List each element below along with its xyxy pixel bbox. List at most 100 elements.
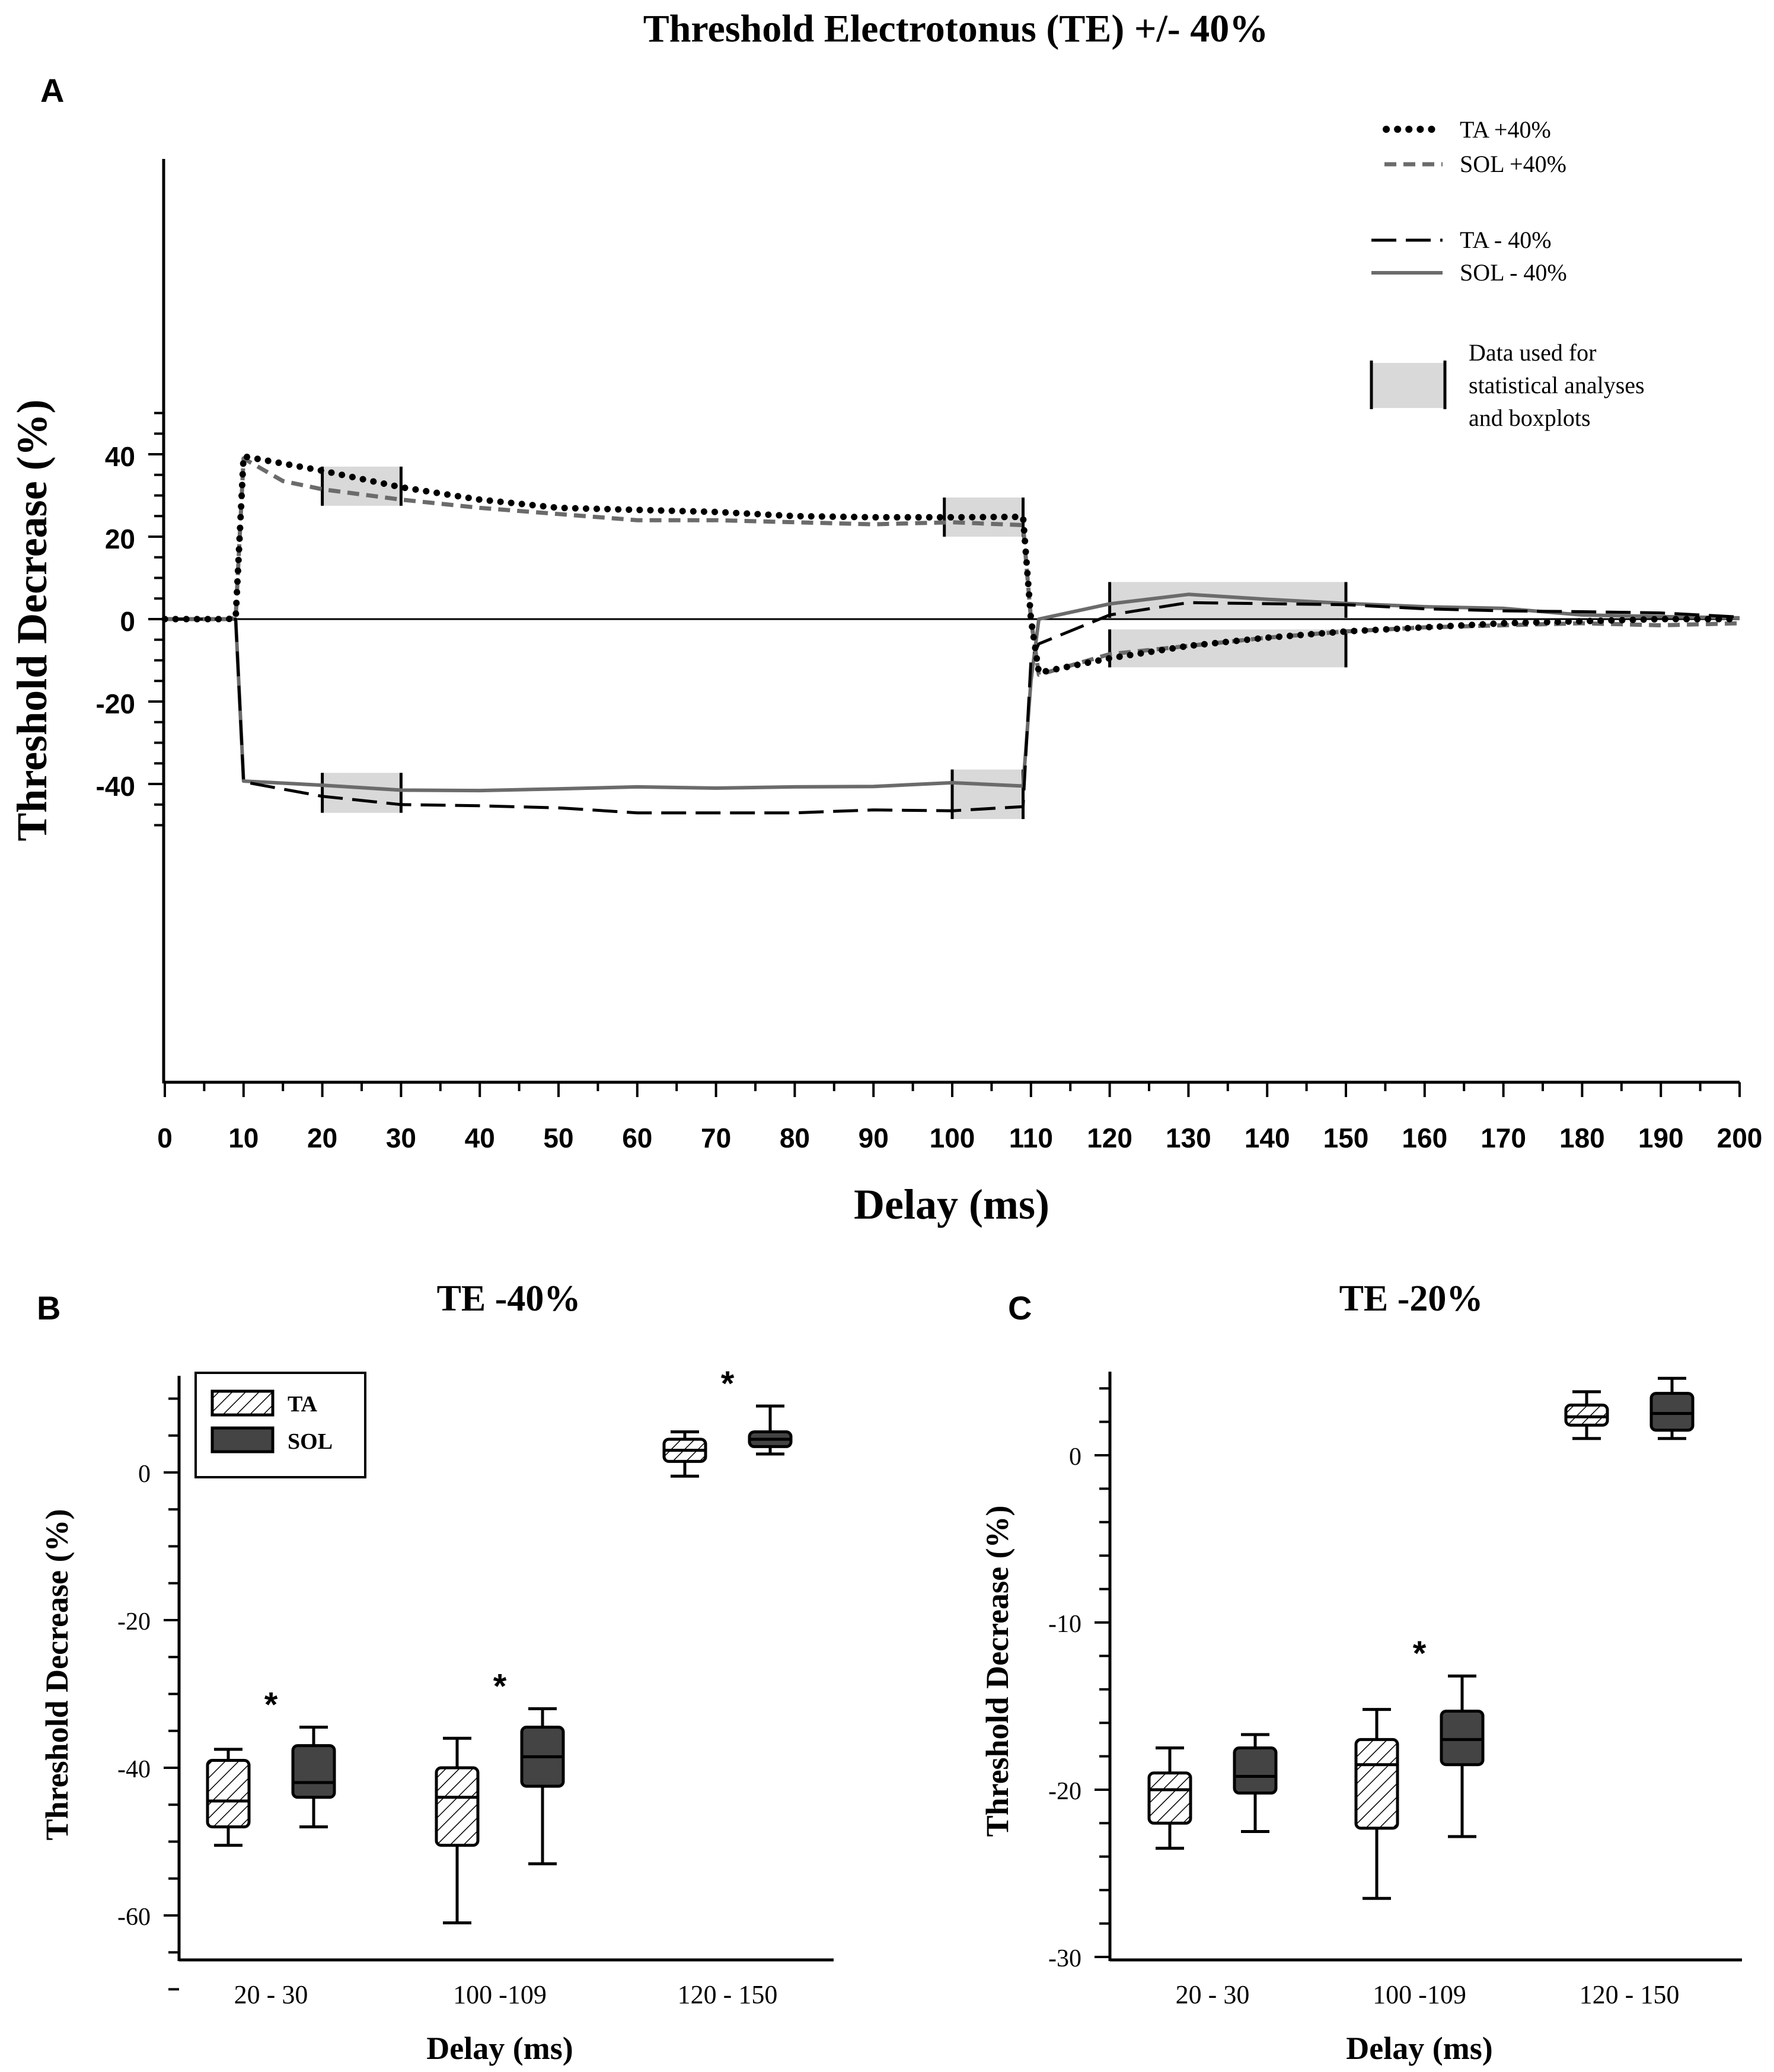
axes xyxy=(1108,1372,1742,1962)
y-tick-label: 0 xyxy=(120,606,135,637)
boxes xyxy=(1147,1376,1695,1900)
category-label-100-109: 100 -109 xyxy=(453,1980,547,2009)
y-tick-label: -20 xyxy=(117,1608,151,1636)
significance-marks: * xyxy=(1413,1634,1427,1673)
y-axis-label: Threshold Decrease (%) xyxy=(979,1506,1015,1837)
boxes xyxy=(206,1404,793,1924)
shade-region-3 xyxy=(322,773,401,813)
legend-label-sol-minus: SOL - 40% xyxy=(1460,259,1567,286)
x-tick-label: 50 xyxy=(543,1123,573,1153)
legend-note-line-1: Data used for xyxy=(1469,339,1596,366)
x-tick-label: 100 xyxy=(930,1123,975,1153)
category-label-20-30: 20 - 30 xyxy=(1176,1980,1250,2009)
series-line-sol-40 xyxy=(165,456,1740,677)
y-ticks: 0 -10 -20 -30 xyxy=(1048,1387,1110,1972)
x-tick-label: 150 xyxy=(1323,1123,1369,1153)
legend-swatch-ta xyxy=(210,1389,275,1417)
y-ticks: 0 -20 -40 -60 xyxy=(117,1397,179,1991)
x-tick-label: 70 xyxy=(701,1123,731,1153)
x-tick-label: 90 xyxy=(859,1123,889,1153)
panel-label-c: C xyxy=(1008,1289,1032,1327)
y-tick-label: -20 xyxy=(1048,1778,1081,1805)
category-label-120-150: 120 - 150 xyxy=(1580,1980,1680,2009)
legend-frame xyxy=(194,1372,366,1478)
y-tick-label: -10 xyxy=(1048,1611,1081,1638)
x-tick-label: 130 xyxy=(1166,1123,1211,1153)
y-ticks: -40 -20 0 20 40 xyxy=(96,412,164,827)
legend-shade-swatch xyxy=(1371,363,1445,408)
y-tick-label: 0 xyxy=(1069,1443,1081,1471)
x-tick-label: 10 xyxy=(228,1123,259,1153)
x-tick-label: 110 xyxy=(1009,1123,1053,1153)
figure-title: Threshold Electrotonus (TE) +/- 40% xyxy=(643,7,1269,50)
x-tick-label: 180 xyxy=(1559,1123,1605,1153)
box-ta-120-150 xyxy=(1564,1403,1609,1427)
category-label-20-30: 20 - 30 xyxy=(234,1980,308,2009)
legend-label-ta-plus: TA +40% xyxy=(1460,116,1551,143)
x-tick-label: 200 xyxy=(1717,1123,1763,1153)
x-tick-label: 20 xyxy=(307,1123,337,1153)
x-ticks: 0 10 20 30 40 50 60 70 80 90 100 110 120 130 140 150 160… xyxy=(157,1082,1762,1153)
panel-b: TE -40% 0 -20 -40 -60 20 - 30 100 -109 120 - … xyxy=(39,1279,834,2066)
legend-label-ta-minus: TA - 40% xyxy=(1460,227,1552,253)
y-tick-label: 40 xyxy=(105,441,135,472)
x-tick-label: 120 xyxy=(1087,1123,1132,1153)
category-label-120-150: 120 - 150 xyxy=(678,1980,778,2009)
x-axis-label: Delay (ms) xyxy=(854,1181,1049,1228)
series-lines xyxy=(161,453,1743,815)
series-line-ta-40 xyxy=(165,601,1740,815)
box-sol-100-109 xyxy=(1440,1709,1485,1767)
box-ta-20-30 xyxy=(1147,1771,1192,1825)
category-label-100-109: 100 -109 xyxy=(1373,1980,1466,2009)
x-tick-label: 80 xyxy=(780,1123,810,1153)
significance-asterisk-100-109: * xyxy=(493,1667,507,1706)
panel-c-title: TE -20% xyxy=(1339,1279,1483,1319)
category-labels: 20 - 30 100 -109 120 - 150 xyxy=(1176,1980,1680,2009)
legend: TA +40% SOL +40% TA - 40% SOL - 40% Data… xyxy=(1370,116,1645,431)
x-tick-label: 190 xyxy=(1638,1123,1684,1153)
x-tick-label: 40 xyxy=(465,1123,495,1153)
significance-asterisk-120-150: * xyxy=(721,1365,735,1403)
box-ta-20-30 xyxy=(206,1759,251,1829)
shaded-regions xyxy=(321,466,1348,820)
series-line-sol-40 xyxy=(165,592,1740,793)
legend-note-line-3: and boxplots xyxy=(1469,404,1591,431)
y-tick-label: -60 xyxy=(117,1904,151,1931)
box-sol-20-30 xyxy=(291,1744,336,1799)
significance-marks: * * * xyxy=(264,1365,735,1724)
y-tick-label: 0 xyxy=(138,1461,151,1488)
legend-label-sol: SOL xyxy=(288,1429,333,1454)
x-tick-label: 160 xyxy=(1402,1123,1447,1153)
x-axis-label: Delay (ms) xyxy=(1346,2030,1492,2066)
category-labels: 20 - 30 100 -109 120 - 150 xyxy=(234,1980,778,2009)
y-tick-label: 20 xyxy=(105,524,135,554)
significance-asterisk-20-30: * xyxy=(264,1686,278,1724)
panel-b-title: TE -40% xyxy=(437,1279,581,1319)
panel-label-b: B xyxy=(37,1289,60,1327)
x-tick-label: 60 xyxy=(622,1123,652,1153)
box-ta-100-109 xyxy=(1354,1738,1399,1830)
box-sol-20-30 xyxy=(1233,1746,1278,1795)
legend: TA SOL xyxy=(194,1372,366,1478)
box-sol-120-150 xyxy=(1649,1392,1695,1432)
y-tick-label: -30 xyxy=(1048,1945,1081,1972)
series-line-ta-40 xyxy=(161,453,1743,676)
x-axis-label: Delay (ms) xyxy=(426,2030,573,2066)
box-ta-100-109 xyxy=(435,1766,480,1847)
panel-c: TE -20% 0 -10 -20 -30 20 - 30 100 -109 120 - … xyxy=(979,1279,1742,2066)
y-tick-label: -20 xyxy=(96,688,135,719)
y-tick-label: -40 xyxy=(96,771,135,802)
x-tick-label: 30 xyxy=(386,1123,416,1153)
y-tick-label: -40 xyxy=(117,1756,151,1783)
shade-region-4 xyxy=(952,769,1023,820)
panel-a: -40 -20 0 20 40 0 10 20 30 40 50 60 70 80 90 100 110 120… xyxy=(8,116,1762,1228)
x-tick-label: 170 xyxy=(1481,1123,1526,1153)
legend-note-line-2: statistical analyses xyxy=(1469,372,1645,399)
legend-swatch-sol xyxy=(210,1426,275,1453)
panel-label-a: A xyxy=(40,72,64,109)
x-tick-label: 0 xyxy=(157,1123,173,1153)
y-axis-label: Threshold Decrease (%) xyxy=(8,399,56,841)
y-axis-label: Threshold Decrease (%) xyxy=(39,1509,75,1841)
significance-asterisk-100-109: * xyxy=(1413,1634,1427,1673)
